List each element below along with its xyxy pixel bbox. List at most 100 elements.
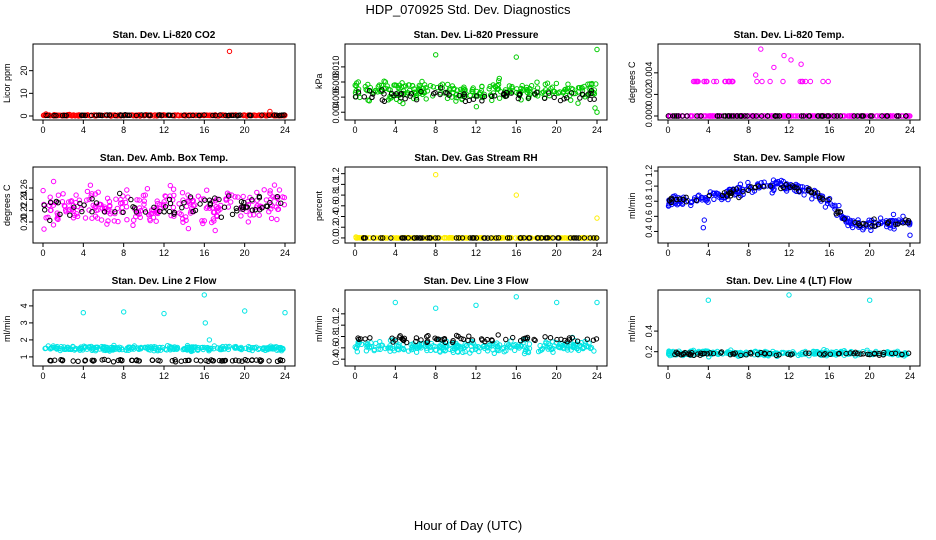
x-tick-label: 16 bbox=[511, 248, 521, 258]
data-point bbox=[565, 235, 571, 241]
data-point bbox=[92, 348, 99, 354]
x-tick-label: 8 bbox=[121, 125, 126, 135]
reference-point bbox=[223, 112, 229, 119]
reference-point bbox=[841, 216, 847, 222]
chart-title: Stan. Dev. Amb. Box Temp. bbox=[99, 153, 229, 164]
reference-point bbox=[871, 216, 877, 222]
data-point bbox=[92, 205, 98, 211]
x-tick-label: 20 bbox=[865, 125, 875, 135]
data-point bbox=[122, 199, 129, 206]
data-point bbox=[449, 347, 456, 353]
reference-point bbox=[569, 90, 575, 96]
reference-point bbox=[277, 357, 283, 364]
reference-point bbox=[504, 235, 511, 241]
x-tick-label: 0 bbox=[352, 125, 357, 135]
x-tick-label: 8 bbox=[746, 371, 751, 381]
data-point bbox=[104, 221, 110, 227]
reference-point bbox=[851, 113, 857, 119]
x-tick-label: 4 bbox=[393, 248, 398, 258]
reference-point bbox=[903, 113, 909, 119]
reference-point bbox=[867, 351, 873, 358]
data-point bbox=[572, 90, 579, 97]
reference-point bbox=[48, 358, 54, 364]
data-point bbox=[189, 345, 195, 351]
data-point bbox=[583, 235, 590, 241]
x-tick-label: 20 bbox=[240, 371, 250, 381]
x-tick-label: 8 bbox=[433, 248, 438, 258]
reference-point bbox=[836, 350, 842, 357]
reference-point bbox=[357, 336, 364, 342]
data-point bbox=[276, 187, 283, 193]
reference-point bbox=[727, 193, 734, 199]
chart-title: Stan. Dev. Line 4 (LT) Flow bbox=[726, 276, 852, 287]
reference-point bbox=[574, 338, 581, 344]
data-point bbox=[70, 215, 77, 221]
data-point bbox=[183, 214, 189, 220]
reference-point bbox=[437, 91, 443, 98]
outlier-point bbox=[202, 320, 209, 326]
chart-title: Stan. Dev. Gas Stream RH bbox=[414, 153, 538, 164]
x-tick-label: 8 bbox=[433, 125, 438, 135]
reference-point bbox=[588, 88, 595, 94]
data-point bbox=[40, 187, 46, 194]
y-tick-label: 4 bbox=[19, 303, 29, 308]
reference-point bbox=[241, 199, 247, 206]
reference-point bbox=[222, 357, 229, 364]
reference-point bbox=[827, 351, 833, 357]
data-point bbox=[240, 193, 246, 200]
reference-point bbox=[593, 336, 600, 342]
data-point bbox=[562, 86, 568, 93]
data-point bbox=[878, 220, 884, 227]
data-point bbox=[107, 202, 113, 209]
x-tick-label: 0 bbox=[665, 248, 670, 258]
reference-point bbox=[730, 187, 736, 193]
data-point bbox=[210, 209, 217, 216]
data-point bbox=[507, 344, 513, 350]
reference-point bbox=[683, 199, 689, 205]
reference-point bbox=[259, 112, 265, 118]
outlier-point bbox=[226, 48, 233, 55]
data-point bbox=[162, 193, 168, 199]
data-point bbox=[179, 190, 186, 196]
reference-point bbox=[834, 113, 840, 119]
data-point bbox=[247, 346, 253, 353]
data-point bbox=[442, 235, 448, 241]
data-point bbox=[200, 220, 206, 227]
reference-point bbox=[461, 93, 467, 100]
reference-point bbox=[803, 350, 809, 356]
data-point bbox=[576, 343, 583, 349]
reference-point bbox=[129, 357, 136, 364]
reference-point bbox=[63, 112, 69, 119]
reference-point bbox=[517, 91, 523, 98]
reference-point bbox=[750, 113, 756, 119]
data-point bbox=[543, 339, 549, 345]
reference-point bbox=[671, 113, 678, 119]
reference-point bbox=[905, 218, 912, 224]
x-tick-label: 4 bbox=[81, 371, 86, 381]
data-point bbox=[157, 344, 163, 351]
reference-point bbox=[190, 112, 196, 119]
data-point bbox=[887, 113, 894, 119]
data-point bbox=[484, 344, 490, 350]
data-point bbox=[141, 201, 147, 207]
reference-point bbox=[579, 91, 585, 97]
reference-point bbox=[128, 196, 134, 203]
x-tick-label: 20 bbox=[552, 125, 562, 135]
reference-point bbox=[392, 337, 398, 343]
reference-point bbox=[82, 112, 89, 119]
reference-point bbox=[833, 211, 839, 217]
reference-point bbox=[718, 350, 724, 356]
reference-point bbox=[714, 113, 721, 119]
reference-point bbox=[869, 223, 875, 229]
reference-point bbox=[843, 350, 849, 357]
data-point bbox=[396, 347, 402, 353]
y-tick-label: 0.4 bbox=[331, 210, 341, 223]
reference-point bbox=[352, 94, 359, 100]
data-point bbox=[487, 83, 493, 90]
reference-point bbox=[229, 112, 235, 119]
reference-point bbox=[367, 335, 373, 341]
y-tick-label: 0.22 bbox=[19, 202, 29, 220]
data-point bbox=[96, 201, 103, 208]
data-point bbox=[384, 83, 390, 89]
x-tick-label: 20 bbox=[240, 248, 250, 258]
